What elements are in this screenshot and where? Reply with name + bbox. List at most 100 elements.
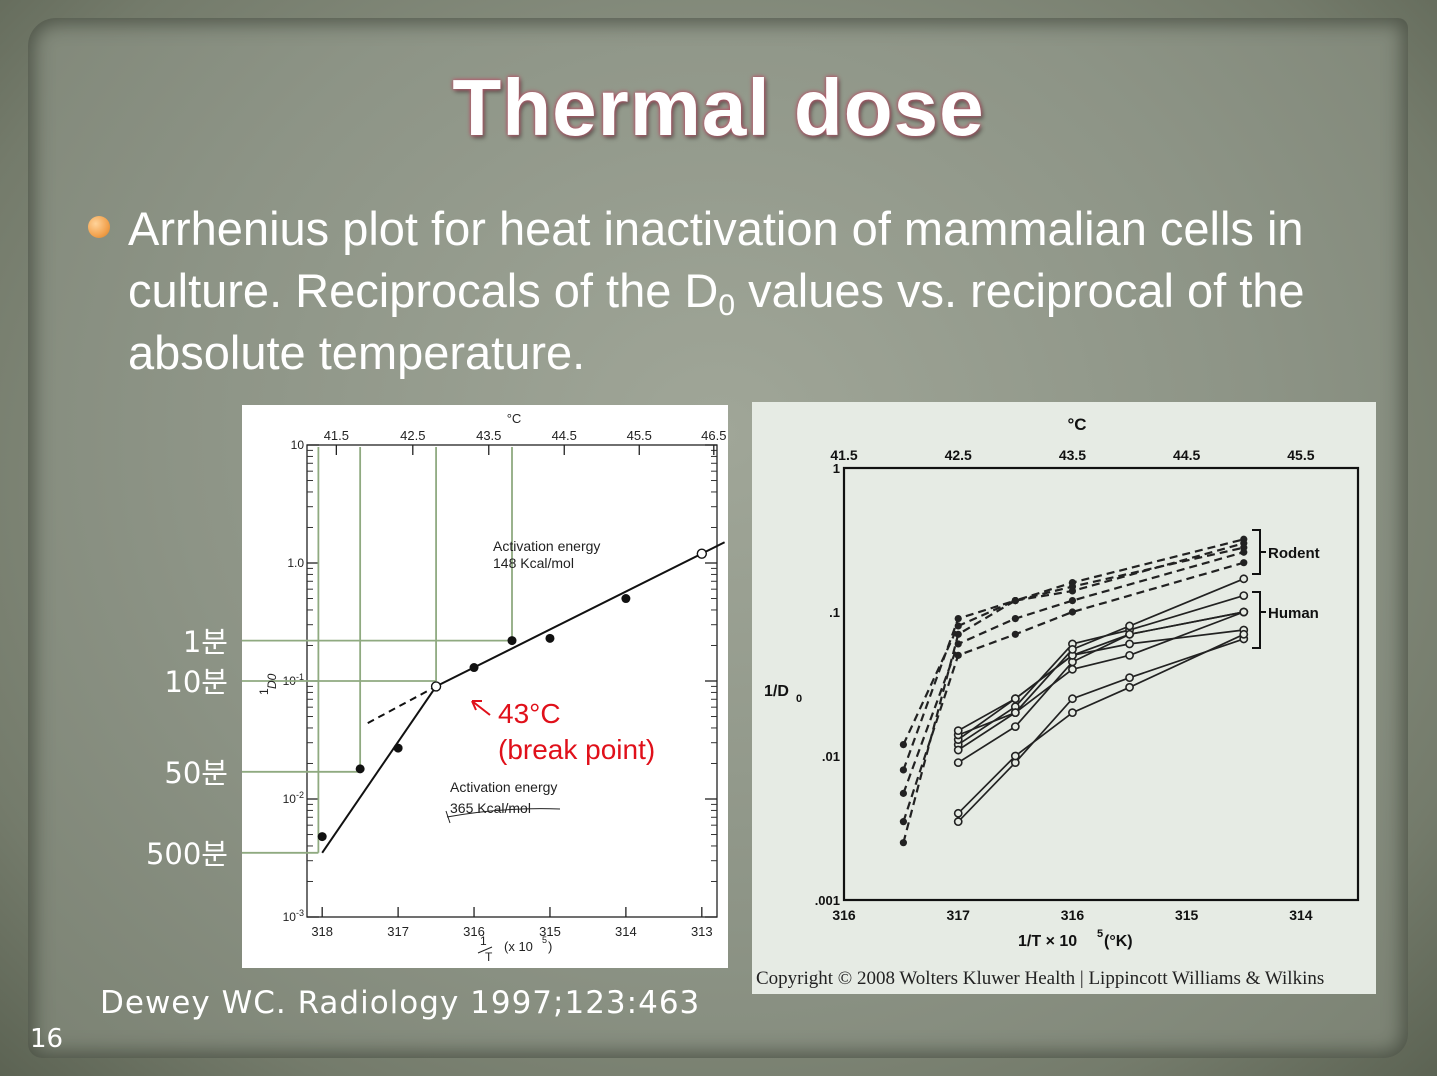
arrhenius-chart-dewey: 10 1.0 10-1 10-2 10-3 318 317 316 315 314 313 41.… — [222, 405, 728, 968]
rodent-point — [954, 622, 962, 630]
chart-left-xlabel-suffix: (x 10 — [504, 939, 533, 954]
bullet-icon — [88, 216, 110, 238]
y-tick-label: 10 — [291, 438, 305, 452]
rodent-point — [1011, 630, 1019, 638]
chart-right-xlabel-main: 1/T × 10 — [1018, 933, 1077, 950]
citation: Dewey WC. Radiology 1997;123:463 — [100, 985, 701, 1021]
rodent-bracket — [1252, 529, 1266, 575]
human-point — [1239, 607, 1249, 617]
top-tick-label: 46.5 — [701, 428, 726, 443]
human-point — [953, 726, 963, 736]
chart-right-top-ticks: 41.5 42.5 43.5 44.5 45.5 — [830, 447, 1314, 463]
bullet-text-subscript: 0 — [718, 289, 736, 322]
x-tick-label: 317 — [387, 924, 409, 939]
chart-left-top-axis-label: °C — [507, 411, 522, 426]
chart-right-xlabel: 1/T × 10 5 (°K) — [1018, 928, 1133, 950]
human-point — [1068, 644, 1077, 654]
top-tick-label: 42.5 — [400, 428, 425, 443]
top-tick-label: 45.5 — [627, 428, 652, 443]
rodent-point — [899, 818, 907, 826]
rodent-point — [1011, 596, 1019, 605]
x-tick-label: 316 — [1061, 907, 1085, 923]
rodent-point — [1011, 614, 1019, 623]
data-point-open — [696, 548, 708, 559]
top-tick-label: 43.5 — [1059, 447, 1086, 463]
human-bracket — [1252, 591, 1266, 649]
human-point — [1125, 621, 1134, 631]
chart-left-xlabel-denom: T — [485, 950, 493, 964]
x-tick-label: 313 — [691, 924, 713, 939]
chart-right-copyright: Copyright © 2008 Wolters Kluwer Health |… — [756, 968, 1325, 989]
human-point — [1239, 591, 1249, 600]
x-tick-label: 317 — [947, 907, 971, 923]
data-point-open — [430, 681, 442, 692]
chart-right-top-axis-label: °C — [1067, 415, 1086, 434]
chart-right-legend: Rodent Human — [1252, 529, 1320, 649]
chart-left-ylabel: 1 D0 — [257, 673, 279, 695]
rodent-point — [954, 630, 962, 638]
dose-time-label: 500분 — [145, 836, 228, 871]
slide-number: 16 — [30, 1024, 64, 1054]
rodent-series-line — [902, 538, 1245, 843]
rodent-point — [899, 839, 907, 847]
human-point — [1068, 694, 1077, 704]
chart-left-annotation-high: Activation energy 148 Kcal/mol — [493, 538, 600, 571]
x-tick-label: 318 — [311, 924, 333, 939]
human-point — [1010, 694, 1020, 704]
human-point — [1125, 629, 1134, 639]
chart-left-points — [317, 548, 708, 842]
x-tick-label: 315 — [539, 924, 561, 939]
top-tick-label: 42.5 — [945, 447, 972, 463]
chart-left-ylabel-den: D0 — [265, 673, 279, 689]
data-point-filled — [507, 636, 517, 646]
fit-line-extrapolation — [367, 685, 437, 724]
y-tick-label: 10-2 — [283, 790, 304, 806]
y-tick-label: 10-3 — [283, 908, 304, 924]
y-tick-label: 1.0 — [287, 556, 304, 570]
break-point-label: (break point) — [498, 734, 655, 765]
chart-left-xlabel: 1 T (x 10 5 ) — [477, 934, 552, 964]
data-point-filled — [317, 832, 327, 842]
top-tick-label: 41.5 — [830, 447, 857, 463]
chart-right-xlabel-unit: (°K) — [1104, 933, 1133, 950]
human-point — [1010, 722, 1020, 732]
human-point — [1068, 708, 1077, 718]
chart-right-xlabel-exp: 5 — [1097, 928, 1103, 940]
human-point — [953, 745, 963, 755]
chart-right-ylabel-sub: 0 — [796, 693, 802, 705]
human-point — [1010, 751, 1020, 761]
x-tick-label: 316 — [463, 924, 485, 939]
chart-left-minor-ticks — [307, 449, 717, 882]
chart-left-activation-high-line2: 148 Kcal/mol — [493, 555, 574, 571]
chart-left-annotation-low: Activation energy 365 Kcal/mol — [445, 779, 561, 824]
rodent-point — [1240, 535, 1248, 543]
human-point — [1239, 629, 1249, 639]
chart-right-ylabel-main: 1/D — [764, 683, 789, 700]
chart-left-x-ticks: 318 317 316 315 314 313 — [311, 907, 713, 939]
human-point — [1239, 574, 1249, 584]
chart-left-activation-high-line1: Activation energy — [493, 538, 600, 554]
chart-right-series — [899, 535, 1249, 847]
top-tick-label: 41.5 — [324, 428, 349, 443]
human-point — [1125, 650, 1134, 660]
chart-left-xlabel-close: ) — [548, 939, 552, 954]
rodent-point — [899, 789, 907, 797]
chart-left-guide-lines — [222, 447, 513, 854]
top-tick-label: 43.5 — [476, 428, 501, 443]
rodent-series-line — [902, 542, 1245, 771]
human-series-line — [957, 611, 1244, 741]
human-series-line — [957, 638, 1245, 823]
chart-left-activation-low-tick — [445, 810, 451, 824]
chart-right-x-ticks: 316 317 316 315 314 — [832, 907, 1312, 923]
chart-left-ylabel-num: 1 — [257, 688, 271, 695]
y-tick-label: 1 — [833, 461, 840, 476]
chart-left-svg: 10 1.0 10-1 10-2 10-3 318 317 316 315 314 313 41.… — [222, 411, 726, 964]
top-tick-label: 45.5 — [1287, 447, 1314, 463]
dose-time-label: 50분 — [164, 755, 228, 790]
data-point-filled — [621, 594, 631, 604]
y-tick-label: .1 — [829, 605, 840, 620]
dose-time-label: 10분 — [164, 665, 228, 699]
y-tick-label: 10-1 — [283, 672, 304, 688]
dose-time-label: 1분 — [182, 624, 228, 659]
